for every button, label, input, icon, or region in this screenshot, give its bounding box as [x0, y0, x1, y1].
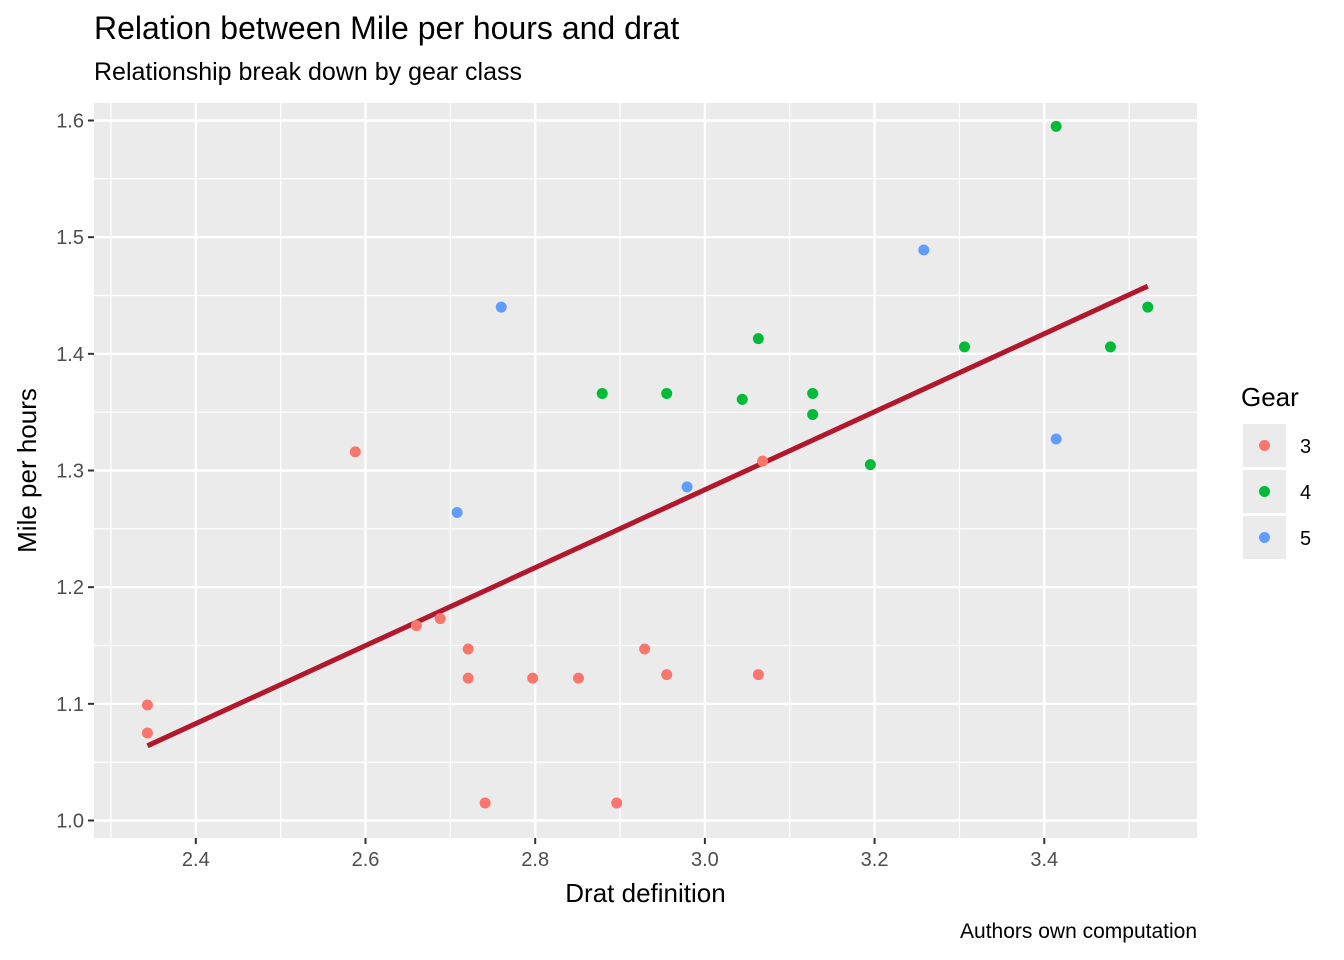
legend-title: Gear: [1241, 382, 1299, 412]
x-tick-label: 2.8: [521, 849, 549, 871]
data-point-gear-4: [596, 388, 608, 399]
data-point-gear-4: [864, 459, 876, 471]
data-point-gear-5: [681, 481, 693, 493]
y-tick-label: 1.6: [56, 111, 84, 133]
legend-label: 3: [1300, 436, 1311, 458]
legend-key-point: [1259, 440, 1270, 451]
legend: Gear 3 4 5: [1241, 382, 1311, 559]
data-point-gear-3: [527, 672, 539, 684]
data-point-gear-3: [572, 672, 584, 684]
x-tick-label: 3.4: [1030, 849, 1058, 871]
data-point-gear-3: [752, 669, 764, 681]
y-tick-label: 1.5: [56, 227, 84, 249]
y-tick-label: 1.3: [56, 461, 84, 483]
chart-title: Relation between Mile per hours and drat: [94, 10, 680, 46]
data-point-gear-4: [752, 333, 764, 345]
data-point-gear-4: [959, 341, 971, 353]
data-point-gear-4: [1104, 341, 1116, 353]
y-tick-label: 1.0: [56, 811, 84, 833]
data-point-gear-3: [611, 797, 623, 809]
chart-caption: Authors own computation: [960, 920, 1197, 943]
x-tick-label: 2.6: [352, 849, 380, 871]
data-point-gear-4: [1050, 120, 1062, 132]
x-tick-label: 3.2: [861, 849, 889, 871]
y-tick-label: 1.2: [56, 577, 84, 599]
data-point-gear-3: [410, 620, 422, 632]
data-point-gear-3: [661, 669, 673, 681]
data-point-gear-3: [349, 446, 361, 458]
y-tick-label: 1.4: [56, 344, 84, 366]
data-point-gear-4: [661, 388, 673, 399]
x-tick-label: 3.0: [691, 849, 719, 871]
data-point-gear-5: [1050, 433, 1062, 445]
data-point-gear-4: [736, 393, 748, 405]
x-axis: 2.4 2.6 2.8 3.0 3.2 3.4: [182, 838, 1058, 871]
x-tick-label: 2.4: [182, 849, 210, 871]
data-point-gear-3: [141, 727, 153, 739]
data-point-gear-5: [495, 301, 507, 313]
data-point-gear-4: [807, 388, 819, 399]
data-point-gear-3: [639, 643, 651, 655]
grid-major: [94, 103, 1197, 838]
y-axis: 1.0 1.1 1.2 1.3 1.4 1.5 1.6: [56, 111, 94, 833]
data-point-gear-3: [479, 797, 491, 809]
data-point-gear-4: [807, 409, 819, 420]
data-point-gear-3: [141, 699, 153, 711]
chart-subtitle: Relationship break down by gear class: [94, 58, 523, 86]
data-point-gear-5: [918, 244, 930, 256]
legend-label: 5: [1300, 528, 1311, 550]
data-point-gear-3: [462, 672, 474, 684]
data-point-gear-4: [1142, 301, 1154, 313]
points-layer: [141, 120, 1154, 809]
y-axis-title: Mile per hours: [12, 388, 42, 553]
data-point-gear-3: [462, 643, 474, 655]
legend-label: 4: [1300, 482, 1311, 504]
data-point-gear-3: [434, 613, 446, 625]
trend-line: [146, 283, 1149, 749]
trend-layer: [146, 283, 1149, 749]
legend-key-point: [1259, 532, 1270, 543]
y-tick-label: 1.1: [56, 694, 84, 716]
data-point-gear-5: [451, 507, 463, 518]
data-point-gear-3: [757, 455, 769, 467]
x-axis-title: Drat definition: [565, 878, 725, 908]
legend-key-point: [1259, 486, 1270, 497]
